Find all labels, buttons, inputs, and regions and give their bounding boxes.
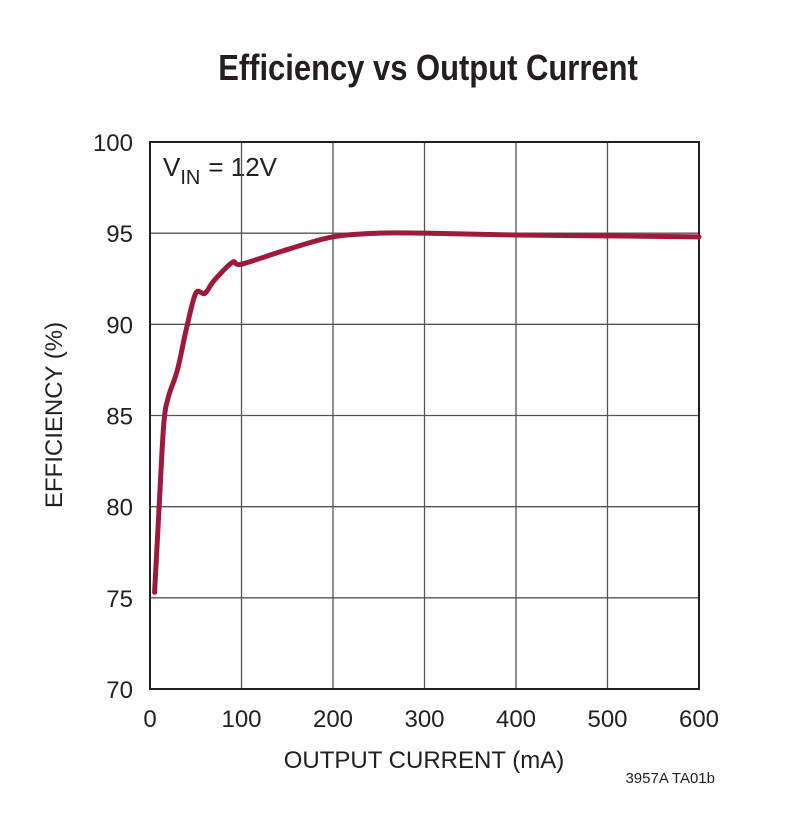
y-tick-label: 100	[93, 130, 133, 157]
annotation-subscript: IN	[180, 167, 200, 189]
efficiency-line	[152, 230, 702, 595]
y-tick-label: 75	[106, 586, 133, 613]
x-tick-label: 500	[587, 706, 627, 733]
y-tick-label: 85	[106, 404, 133, 431]
annotation-text: V	[163, 152, 181, 182]
x-tick-label: 200	[313, 706, 353, 733]
annotation: VIN = 12V	[163, 152, 278, 189]
y-tick-label: 80	[106, 495, 133, 522]
x-tick-label: 300	[404, 706, 444, 733]
footnote: 3957A TA01b	[625, 770, 715, 787]
chart-title: Efficiency vs Output Current	[218, 49, 638, 89]
x-tick-label: 0	[143, 706, 156, 733]
x-tick-label: 100	[221, 706, 261, 733]
annotation-text: = 12V	[208, 152, 277, 182]
y-tick-label: 70	[106, 677, 133, 704]
y-tick-label: 95	[106, 221, 133, 248]
y-tick-label: 90	[106, 312, 133, 339]
x-tick-label: 400	[496, 706, 536, 733]
y-axis-label: EFFICIENCY (%)	[41, 322, 68, 508]
plot-border	[149, 141, 700, 690]
x-tick-label: 600	[679, 706, 719, 733]
x-axis-label: OUTPUT CURRENT (mA)	[284, 747, 564, 774]
